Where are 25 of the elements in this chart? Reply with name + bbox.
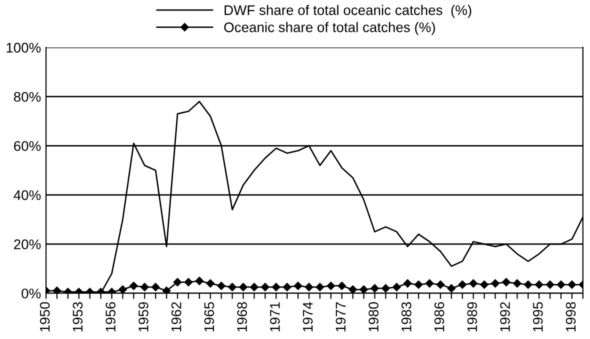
y-tick-label: 60%	[14, 141, 41, 151]
x-tick-label: 1989	[467, 302, 478, 332]
x-tick-label: 1986	[434, 302, 444, 332]
x-tick-label: 1950	[40, 302, 50, 332]
y-tick-label: 100%	[6, 42, 41, 53]
y-tick-label: 80%	[14, 92, 41, 102]
x-tick-label: 1983	[402, 302, 412, 332]
x-tick-label: 1992	[500, 302, 510, 332]
x-tick-label: 1998	[566, 302, 576, 332]
x-tick-label: 1959	[138, 302, 148, 332]
x-tick-label: 1968	[237, 302, 247, 332]
y-tick-label: 20%	[14, 239, 41, 250]
y-tick-label: 0%	[22, 288, 41, 298]
x-tick-label: 1995	[532, 302, 543, 332]
x-tick-label: 1962	[171, 302, 182, 332]
x-tick-label: 1965	[204, 302, 214, 332]
x-tick-label: 1980	[368, 302, 378, 332]
x-tick-label: 1977	[336, 302, 346, 332]
legend-label: DWF share of total oceanic catches (%)	[224, 4, 472, 18]
x-tick-label: 1974	[302, 302, 313, 332]
y-tick-label: 40%	[14, 190, 41, 200]
x-tick-label: 1953	[72, 302, 83, 332]
x-tick-label: 1956	[106, 302, 116, 332]
x-tick-label: 1971	[270, 302, 280, 332]
legend-label: Oceanic share of total catches (%)	[224, 22, 435, 35]
